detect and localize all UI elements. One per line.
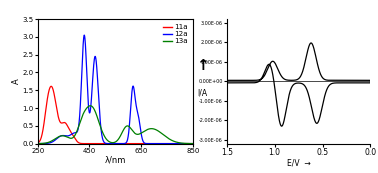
X-axis label: λ/nm: λ/nm <box>105 155 126 164</box>
Y-axis label: A: A <box>12 78 21 84</box>
Legend: 11a, 12a, 13a: 11a, 12a, 13a <box>162 23 189 46</box>
Text: ↑: ↑ <box>196 58 209 73</box>
Text: I/A: I/A <box>197 89 207 98</box>
X-axis label: E/V  →: E/V → <box>287 158 310 167</box>
